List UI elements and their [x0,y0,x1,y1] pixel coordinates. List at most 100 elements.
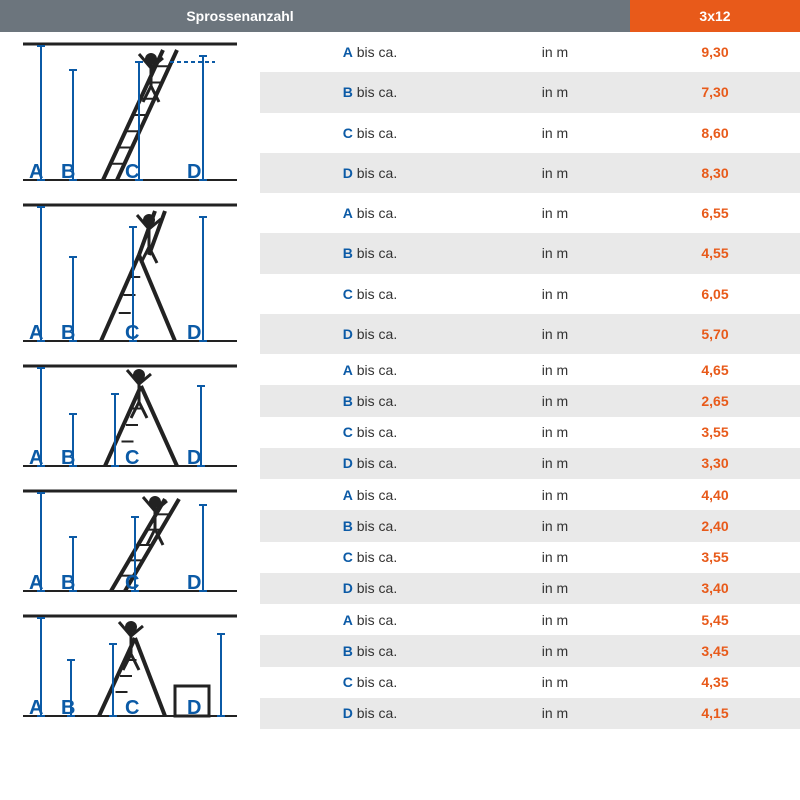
svg-text:D: D [187,447,201,469]
value-cell: 5,70 [630,314,800,354]
dimension-letter: B [343,393,353,409]
value-cell: 8,60 [630,113,800,153]
data-row: ABCDA bis ca.in m4,40 [0,479,800,510]
svg-text:C: C [125,697,139,719]
dimension-letter: B [343,518,353,534]
dimension-label: C bis ca. [260,417,480,448]
value-cell: 3,40 [630,573,800,604]
value-cell: 8,30 [630,153,800,193]
dimension-letter: A [343,205,353,221]
svg-text:B: B [61,572,75,594]
dimension-label: B bis ca. [260,510,480,541]
dimension-letter: B [343,245,353,261]
ladder-diagram: ABCD [15,483,245,597]
dimension-suffix: bis ca. [353,44,397,60]
unit-cell: in m [480,448,630,479]
dimension-letter: A [343,487,353,503]
dimension-label: C bis ca. [260,542,480,573]
dimension-letter: D [343,455,353,471]
dimension-suffix: bis ca. [353,487,397,503]
dimension-suffix: bis ca. [353,165,397,181]
data-row: ABCDA bis ca.in m6,55 [0,193,800,233]
dimension-letter: B [343,84,353,100]
dimension-suffix: bis ca. [353,549,397,565]
unit-cell: in m [480,604,630,635]
value-cell: 3,55 [630,417,800,448]
dimension-label: C bis ca. [260,274,480,314]
dimension-letter: C [343,125,353,141]
dimension-letter: C [343,674,353,690]
value-cell: 3,30 [630,448,800,479]
spec-table: Sprossenanzahl3x12ABCDA bis ca.in m9,30B… [0,0,800,729]
value-cell: 5,45 [630,604,800,635]
svg-text:A: A [29,572,43,594]
dimension-label: A bis ca. [260,32,480,72]
dimension-label: B bis ca. [260,385,480,416]
unit-cell: in m [480,193,630,233]
value-cell: 6,55 [630,193,800,233]
ladder-diagram: ABCD [15,36,245,186]
dimension-suffix: bis ca. [353,84,397,100]
unit-cell: in m [480,274,630,314]
dimension-suffix: bis ca. [353,455,397,471]
svg-text:A: A [29,322,43,344]
dimension-label: C bis ca. [260,113,480,153]
svg-text:A: A [29,697,43,719]
svg-text:B: B [61,447,75,469]
dimension-suffix: bis ca. [353,643,397,659]
ladder-diagram: AB C D [15,197,245,347]
svg-text:B: B [61,161,75,183]
unit-cell: in m [480,417,630,448]
value-cell: 2,40 [630,510,800,541]
dimension-label: A bis ca. [260,479,480,510]
dimension-suffix: bis ca. [353,580,397,596]
unit-cell: in m [480,698,630,729]
dimension-suffix: bis ca. [353,205,397,221]
value-cell: 3,45 [630,635,800,666]
unit-cell: in m [480,542,630,573]
unit-cell: in m [480,233,630,273]
dimension-suffix: bis ca. [353,245,397,261]
dimension-label: D bis ca. [260,153,480,193]
data-row: ABCDA bis ca.in m9,30 [0,32,800,72]
value-cell: 2,65 [630,385,800,416]
svg-text:A: A [29,161,43,183]
value-cell: 4,55 [630,233,800,273]
dimension-letter: A [343,612,353,628]
unit-cell: in m [480,32,630,72]
unit-cell: in m [480,635,630,666]
dimension-suffix: bis ca. [353,705,397,721]
ladder-diagram: ABCD [15,358,245,472]
dimension-suffix: bis ca. [353,518,397,534]
unit-cell: in m [480,479,630,510]
svg-text:B: B [61,322,75,344]
svg-text:C: C [125,322,139,344]
dimension-suffix: bis ca. [353,286,397,302]
dimension-suffix: bis ca. [353,326,397,342]
unit-cell: in m [480,510,630,541]
dimension-letter: D [343,705,353,721]
header-value-col: 3x12 [630,0,800,32]
dimension-suffix: bis ca. [353,362,397,378]
diagram-cell: AB C D [0,193,260,354]
header-row: Sprossenanzahl 3x12 [0,0,800,32]
unit-cell: in m [480,573,630,604]
svg-text:D: D [187,572,201,594]
dimension-label: A bis ca. [260,193,480,233]
header-left: Sprossenanzahl [0,0,480,32]
dimension-suffix: bis ca. [353,612,397,628]
dimension-letter: B [343,643,353,659]
dimension-label: B bis ca. [260,233,480,273]
dimension-label: B bis ca. [260,635,480,666]
value-cell: 4,15 [630,698,800,729]
dimension-suffix: bis ca. [353,393,397,409]
svg-text:B: B [61,697,75,719]
unit-cell: in m [480,113,630,153]
svg-text:D: D [187,161,201,183]
dimension-label: A bis ca. [260,354,480,385]
svg-text:D: D [187,322,201,344]
unit-cell: in m [480,72,630,112]
unit-cell: in m [480,354,630,385]
value-cell: 3,55 [630,542,800,573]
dimension-letter: D [343,326,353,342]
